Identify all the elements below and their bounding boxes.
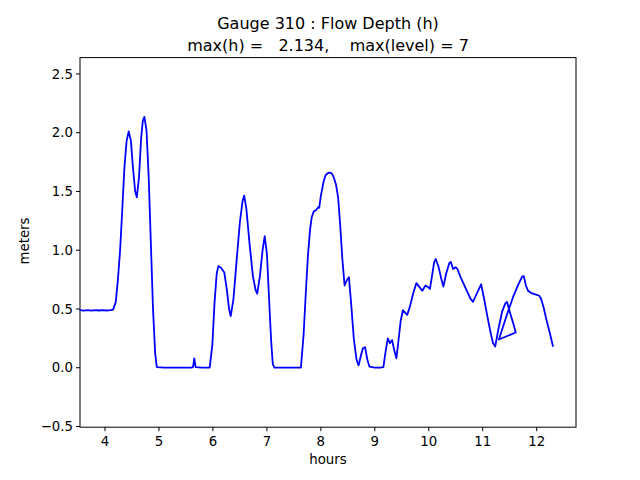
plot-canvas: 4 5 6 7 8 9 10 11 12 −0.5 0.0 0.5 1.0 1.5 2.0 2.5 xyxy=(0,0,640,480)
x-tick-label: 5 xyxy=(155,434,163,449)
x-tick-label: 12 xyxy=(528,434,545,449)
x-tick-label: 6 xyxy=(209,434,217,449)
x-tick-label: 10 xyxy=(420,434,437,449)
x-tick-label: 7 xyxy=(263,434,271,449)
x-tick-label: 9 xyxy=(371,434,379,449)
y-tick-label: −0.5 xyxy=(41,419,73,434)
x-tick-label: 8 xyxy=(317,434,325,449)
y-tick-label: 0.0 xyxy=(52,360,73,375)
y-tick-label: 0.5 xyxy=(52,302,73,317)
y-tick-label: 2.0 xyxy=(52,125,73,140)
x-axis-ticks: 4 5 6 7 8 9 10 11 12 xyxy=(101,427,545,448)
x-tick-label: 11 xyxy=(474,434,491,449)
flow-depth-line xyxy=(80,117,553,368)
y-tick-label: 2.5 xyxy=(52,67,73,82)
x-tick-label: 4 xyxy=(101,434,109,449)
y-axis-ticks: −0.5 0.0 0.5 1.0 1.5 2.0 2.5 xyxy=(41,67,80,435)
y-tick-label: 1.5 xyxy=(52,184,73,199)
figure: Gauge 310 : Flow Depth (h) max(h) = 2.13… xyxy=(0,0,640,480)
plot-frame xyxy=(80,58,576,428)
y-tick-label: 1.0 xyxy=(52,243,73,258)
